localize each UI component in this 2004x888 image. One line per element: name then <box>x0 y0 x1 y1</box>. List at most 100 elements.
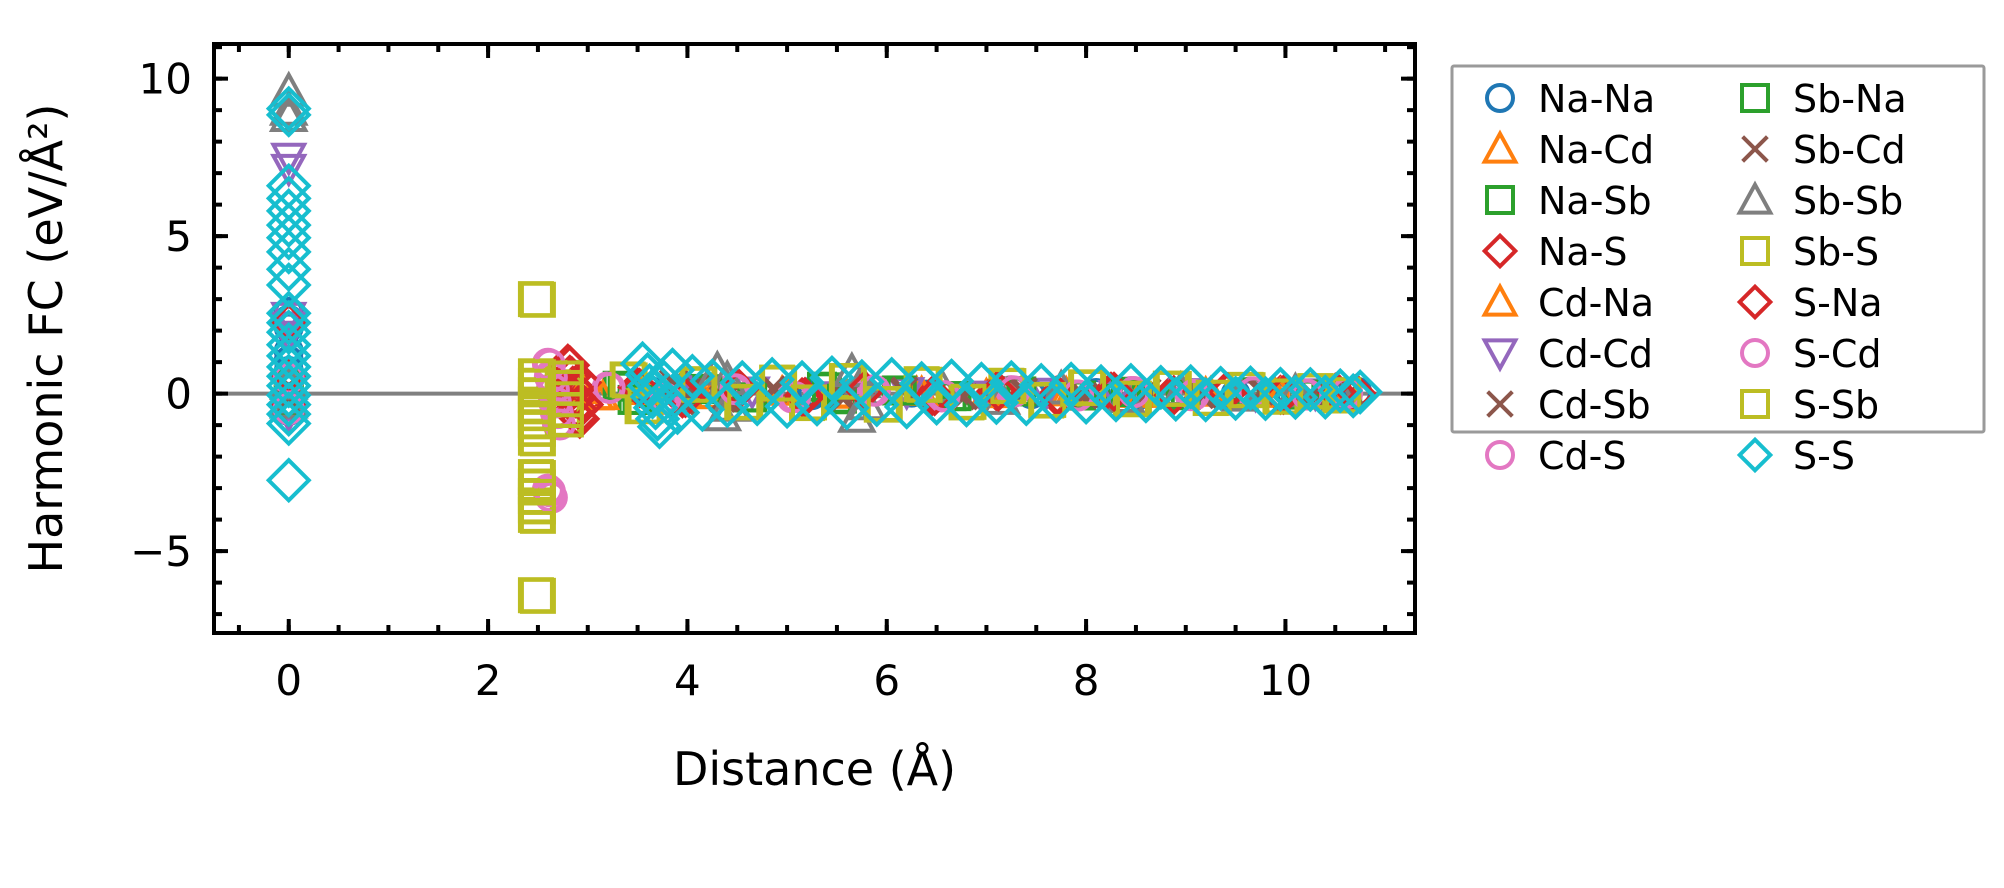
data-point <box>1287 366 1334 413</box>
data-point <box>988 359 1035 406</box>
data-point <box>265 202 312 248</box>
data-point <box>973 379 1020 426</box>
data-point <box>809 354 855 401</box>
axis-ticks <box>214 44 1415 633</box>
legend[interactable]: Na-Na Na-Cd Na-Sb Na-S Cd-Na Cd-Cd Cd-Sb Cd-S Sb… <box>1450 64 1986 478</box>
data-point <box>866 386 903 423</box>
data-point <box>1272 374 1319 421</box>
data-point <box>265 91 312 138</box>
data-point <box>1740 83 1770 113</box>
legend-label: Cd-Na <box>1538 281 1654 325</box>
x-axis-label: Distance (Å) <box>673 742 956 796</box>
data-point <box>1257 366 1304 413</box>
data-point <box>913 380 960 426</box>
data-point <box>1481 338 1519 373</box>
data-point <box>519 281 556 318</box>
legend-entry-s-na[interactable]: S-Na <box>1736 281 1883 325</box>
data-point <box>1048 361 1095 408</box>
x-tick-label: 2 <box>475 656 502 705</box>
data-point <box>977 370 1019 412</box>
legend-entry-s-s[interactable]: S-S <box>1736 434 1855 478</box>
data-point <box>1741 135 1769 163</box>
y-axis-label: Harmonic FC (eV/Å²) <box>19 104 73 574</box>
data-point <box>1212 375 1259 422</box>
legend-entry-na-s[interactable]: Na-S <box>1481 230 1628 274</box>
legend-label: S-S <box>1793 434 1855 478</box>
y-tick-label: 5 <box>165 212 192 261</box>
legend-label: Cd-Sb <box>1538 383 1651 427</box>
data-point <box>679 386 726 433</box>
data-point <box>1736 436 1774 474</box>
data-point <box>1485 83 1515 113</box>
legend-label: S-Sb <box>1793 383 1879 427</box>
data-point <box>265 246 312 293</box>
legend-entry-na-na[interactable]: Na-Na <box>1485 77 1655 121</box>
data-point <box>265 214 312 261</box>
legend-entry-s-cd[interactable]: S-Cd <box>1740 332 1882 376</box>
legend-entry-sb-sb[interactable]: Sb-Sb <box>1736 179 1904 223</box>
y-tick-label: −5 <box>130 527 192 576</box>
legend-label: Sb-Cd <box>1793 128 1906 172</box>
data-point <box>1485 440 1515 470</box>
data-point <box>268 89 309 126</box>
data-point <box>265 299 312 346</box>
legend-label: Sb-S <box>1793 230 1879 274</box>
axes-frame <box>212 42 1417 635</box>
data-point <box>265 400 312 447</box>
data-point <box>654 389 701 436</box>
data-point <box>519 577 556 614</box>
x-tick-label: 6 <box>873 656 900 705</box>
data-point <box>629 373 676 420</box>
legend-label: Sb-Sb <box>1793 179 1903 223</box>
legend-label: Sb-Na <box>1793 77 1907 121</box>
legend-entry-s-sb[interactable]: S-Sb <box>1740 383 1879 427</box>
y-tick-label: 10 <box>139 55 192 104</box>
axis-tick-labels: 0 2 4 6 8 10 −5 0 5 10 <box>130 55 1312 705</box>
data-point <box>1481 129 1519 164</box>
data-point <box>1070 369 1107 406</box>
legend-frame <box>1450 64 1986 434</box>
legend-entry-sb-cd[interactable]: Sb-Cd <box>1741 128 1906 172</box>
legend-entry-cd-na[interactable]: Cd-Na <box>1481 281 1654 325</box>
legend-label: Cd-S <box>1538 434 1627 478</box>
data-point <box>1740 389 1770 419</box>
x-tick-label: 4 <box>674 656 701 705</box>
data-point <box>547 401 584 438</box>
data-point <box>1093 377 1139 423</box>
legend-entry-sb-na[interactable]: Sb-Na <box>1740 77 1907 121</box>
data-point <box>1330 372 1377 419</box>
data-point <box>1033 378 1080 425</box>
series-s-s <box>265 85 1384 504</box>
data-point <box>1481 282 1519 317</box>
data-point <box>519 420 556 457</box>
data-points-layer <box>265 70 1384 614</box>
data-point <box>1736 180 1774 215</box>
data-point <box>1155 370 1192 407</box>
legend-entry-cd-cd[interactable]: Cd-Cd <box>1481 332 1653 376</box>
plot-frame <box>212 42 1417 635</box>
legend-entry-sb-s[interactable]: Sb-S <box>1740 230 1879 274</box>
legend-label: Na-Cd <box>1538 128 1654 172</box>
x-tick-label: 8 <box>1073 656 1100 705</box>
legend-label: Na-Na <box>1538 77 1655 121</box>
legend-entry-cd-s[interactable]: Cd-S <box>1485 434 1627 478</box>
data-point <box>1736 283 1774 321</box>
data-point <box>265 309 312 356</box>
x-tick-label: 0 <box>275 656 302 705</box>
legend-label: Cd-Cd <box>1538 332 1653 376</box>
data-point <box>1740 236 1770 266</box>
data-point <box>265 372 312 419</box>
data-point <box>830 363 867 400</box>
data-point <box>270 142 308 177</box>
data-point <box>265 381 312 428</box>
legend-entry-na-sb[interactable]: Na-Sb <box>1485 179 1652 223</box>
data-point <box>268 70 309 107</box>
legend-label: S-Cd <box>1793 332 1882 376</box>
legend-entry-cd-sb[interactable]: Cd-Sb <box>1486 383 1651 427</box>
data-point <box>265 85 312 132</box>
data-point <box>1152 376 1199 423</box>
data-point <box>727 383 764 420</box>
legend-entry-na-cd[interactable]: Na-Cd <box>1481 128 1654 172</box>
